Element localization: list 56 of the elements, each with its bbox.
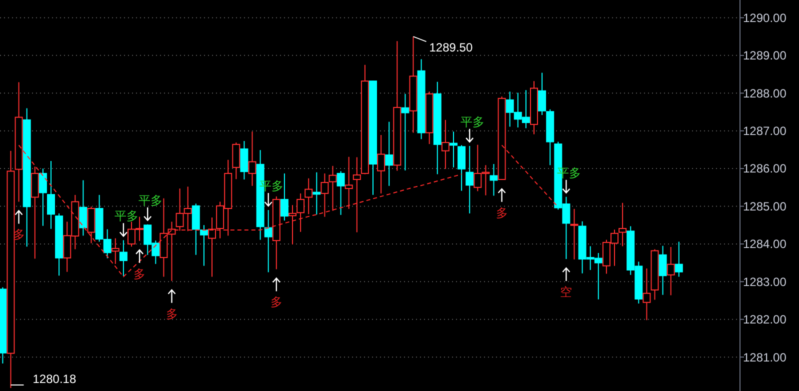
candlestick [377, 134, 386, 194]
y-tick-label: 1287.00 [743, 124, 787, 138]
candlestick [87, 206, 96, 244]
candlestick [658, 245, 667, 296]
candlestick [232, 142, 240, 180]
annotation: 多 [270, 295, 282, 310]
annotation: 多 [166, 306, 178, 321]
candlestick [642, 268, 651, 321]
y-tick-label: 1285.00 [743, 199, 787, 214]
candlestick [288, 204, 296, 245]
y-tick-label: 1281.00 [743, 350, 787, 364]
candlestick [30, 166, 39, 260]
y-tick-label: 1290.00 [743, 10, 787, 25]
candlestick [336, 170, 345, 216]
y-tick-label: 1289.00 [743, 48, 787, 63]
candlestick [441, 119, 450, 170]
y-tick-label: 1282.00 [743, 312, 787, 327]
candlestick [119, 240, 128, 276]
y-tick-label: 1284.00 [743, 237, 787, 252]
candlestick [304, 178, 313, 215]
candlestick [248, 131, 256, 186]
candlestick [401, 93, 410, 171]
candlestick [38, 168, 47, 226]
candlestick [618, 202, 627, 247]
candlestick [200, 224, 208, 266]
candlestick [674, 241, 683, 278]
candlestick [296, 192, 305, 232]
annotation: 1289.50 [429, 40, 473, 55]
annotation: 平多 [138, 193, 163, 208]
candlestick [320, 172, 329, 218]
y-tick-label: 1286.00 [743, 162, 787, 176]
candlestick [240, 140, 248, 180]
candlestick [466, 145, 474, 214]
y-tick-label: 1288.00 [743, 86, 787, 100]
candlestick [264, 210, 272, 273]
y-tick-label: 1283.00 [743, 274, 787, 289]
candlestick [450, 131, 458, 168]
annotation: 空 [560, 285, 572, 300]
candlestick [111, 238, 120, 264]
annotation: 平多 [114, 209, 138, 224]
candlestick [490, 164, 498, 196]
candlestick [666, 246, 675, 296]
candlestick [385, 121, 394, 186]
candlestick [79, 180, 88, 236]
annotation: 1280.18 [32, 372, 76, 386]
candlestick [312, 172, 321, 216]
annotation: 平多 [460, 114, 485, 129]
candlestick [344, 156, 353, 210]
candlestick [570, 208, 578, 260]
candlestick [192, 203, 200, 256]
candlestick [458, 144, 466, 192]
candlestick [328, 165, 337, 212]
annotation: 多 [134, 266, 146, 281]
candlestick [352, 156, 361, 233]
candlestick [47, 160, 55, 230]
annotation: 多 [496, 206, 508, 220]
